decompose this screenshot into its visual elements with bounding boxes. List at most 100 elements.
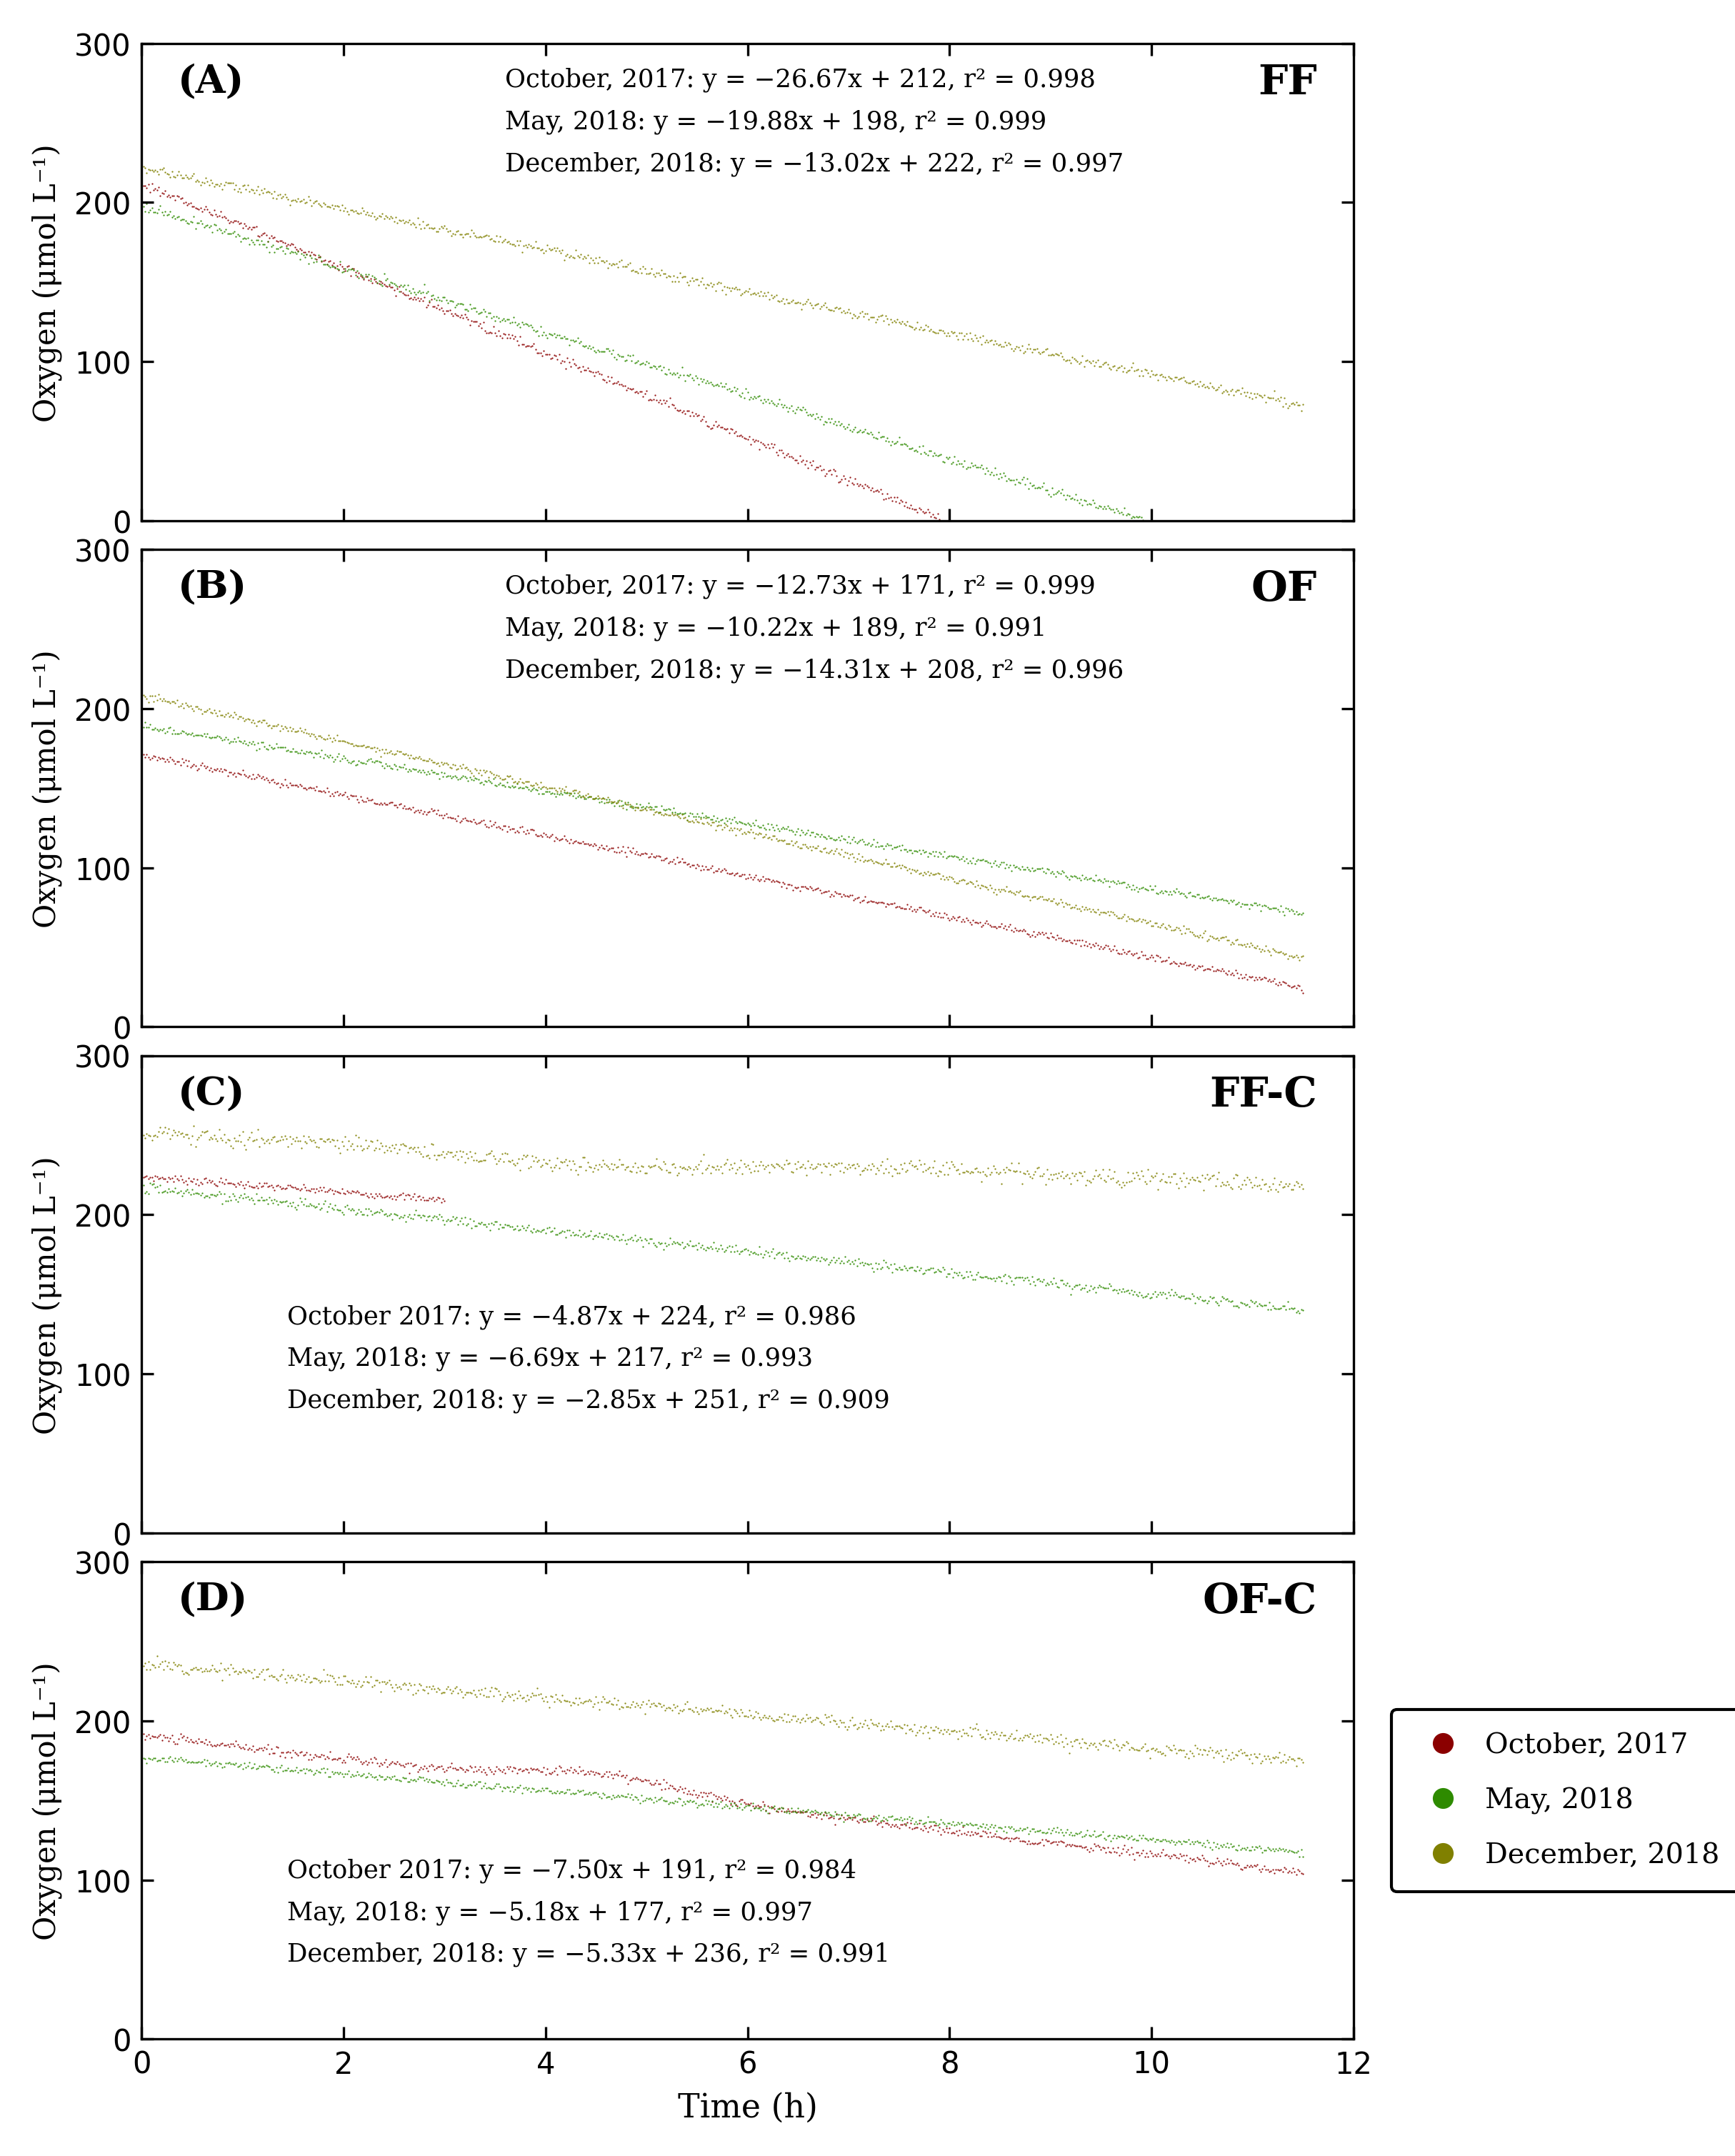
Point xyxy=(193,694,220,729)
Point xyxy=(396,1764,423,1798)
Point xyxy=(1272,1833,1300,1867)
Point xyxy=(1149,1274,1176,1309)
Point xyxy=(1058,481,1086,515)
Point xyxy=(918,1156,946,1190)
Point xyxy=(1237,537,1265,571)
Point xyxy=(956,1710,984,1744)
Point xyxy=(314,1173,342,1207)
Point xyxy=(717,375,744,410)
Point xyxy=(763,1792,791,1826)
Point xyxy=(729,817,756,852)
Point xyxy=(1126,940,1154,975)
Point xyxy=(1143,1736,1171,1770)
Point xyxy=(977,871,1005,906)
Point xyxy=(564,776,592,811)
Point xyxy=(154,686,182,720)
Point xyxy=(932,1714,959,1749)
Point xyxy=(737,1785,765,1820)
Point xyxy=(989,330,1017,364)
Point xyxy=(1097,573,1124,608)
Point xyxy=(139,740,167,774)
Point xyxy=(403,1764,430,1798)
Point xyxy=(331,1757,359,1792)
Point xyxy=(595,246,623,280)
Point xyxy=(699,1225,727,1259)
Point xyxy=(897,310,925,345)
Point xyxy=(1197,1731,1225,1766)
Point xyxy=(472,765,500,800)
Point xyxy=(468,310,496,345)
Point xyxy=(1025,1723,1053,1757)
Point xyxy=(805,1796,833,1830)
Point xyxy=(1253,1166,1280,1201)
Point xyxy=(1058,1828,1086,1863)
Point xyxy=(290,1119,318,1153)
Point xyxy=(597,1218,625,1253)
Point xyxy=(553,1149,581,1184)
Point xyxy=(278,714,305,748)
Point xyxy=(723,1233,751,1268)
Point xyxy=(1076,862,1103,897)
Point xyxy=(597,785,625,819)
Point xyxy=(128,1645,156,1680)
Point xyxy=(462,304,489,338)
Point xyxy=(651,1692,678,1727)
Point xyxy=(1055,1162,1083,1197)
Point xyxy=(699,1695,727,1729)
Point xyxy=(814,403,841,438)
Point xyxy=(651,793,678,828)
Point xyxy=(968,520,996,554)
Point xyxy=(578,1149,606,1184)
Point xyxy=(1128,1731,1156,1766)
Point xyxy=(404,1199,432,1233)
Point xyxy=(977,524,1005,558)
Point xyxy=(640,793,668,828)
Point xyxy=(408,1201,435,1235)
Point xyxy=(1182,1162,1209,1197)
Point xyxy=(739,862,767,897)
Point xyxy=(193,1115,220,1149)
Point xyxy=(897,834,925,869)
Point xyxy=(970,1153,998,1188)
Point xyxy=(373,261,401,295)
Point xyxy=(259,1171,286,1205)
Point xyxy=(1110,1727,1138,1761)
Point xyxy=(373,201,401,235)
Point xyxy=(585,830,612,865)
Point xyxy=(1227,377,1254,412)
Point xyxy=(880,845,907,880)
Point xyxy=(939,1261,966,1296)
Point xyxy=(994,533,1022,567)
Point xyxy=(777,869,805,903)
Point xyxy=(855,302,883,336)
Point xyxy=(316,1759,344,1794)
Point xyxy=(335,1123,363,1158)
Point xyxy=(545,824,573,858)
Point xyxy=(352,785,380,819)
Point xyxy=(604,250,632,285)
Point xyxy=(429,1675,456,1710)
Point xyxy=(585,1686,612,1720)
Point xyxy=(1013,880,1041,914)
Point xyxy=(330,1759,357,1794)
Point xyxy=(548,1145,576,1179)
Point xyxy=(574,826,602,860)
Point xyxy=(158,1119,186,1153)
Point xyxy=(956,1807,984,1841)
Point xyxy=(1136,1164,1164,1199)
Point xyxy=(972,869,999,903)
Point xyxy=(691,1231,718,1266)
Point xyxy=(1154,360,1182,395)
Point xyxy=(829,1805,857,1839)
Point xyxy=(435,1673,463,1708)
Point xyxy=(991,1718,1018,1753)
Point xyxy=(1057,1725,1084,1759)
Point xyxy=(623,345,651,379)
Point xyxy=(1282,1296,1310,1330)
Point xyxy=(609,791,637,826)
Point xyxy=(437,1746,465,1781)
Point xyxy=(210,1117,238,1151)
Point xyxy=(965,1811,992,1846)
Point xyxy=(229,222,257,257)
Point xyxy=(649,843,677,877)
